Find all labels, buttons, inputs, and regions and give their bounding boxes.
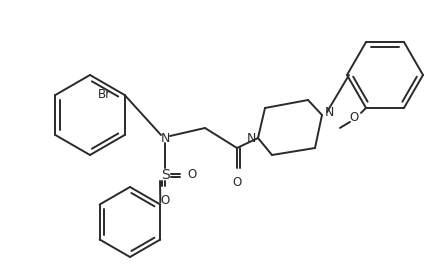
Text: S: S [161,168,169,182]
Text: N: N [324,107,334,120]
Text: N: N [246,131,256,144]
Text: Br: Br [97,89,111,101]
Text: O: O [187,169,197,182]
Text: O: O [233,175,242,188]
Text: N: N [160,131,170,144]
Text: O: O [160,193,170,206]
Text: O: O [349,111,359,124]
